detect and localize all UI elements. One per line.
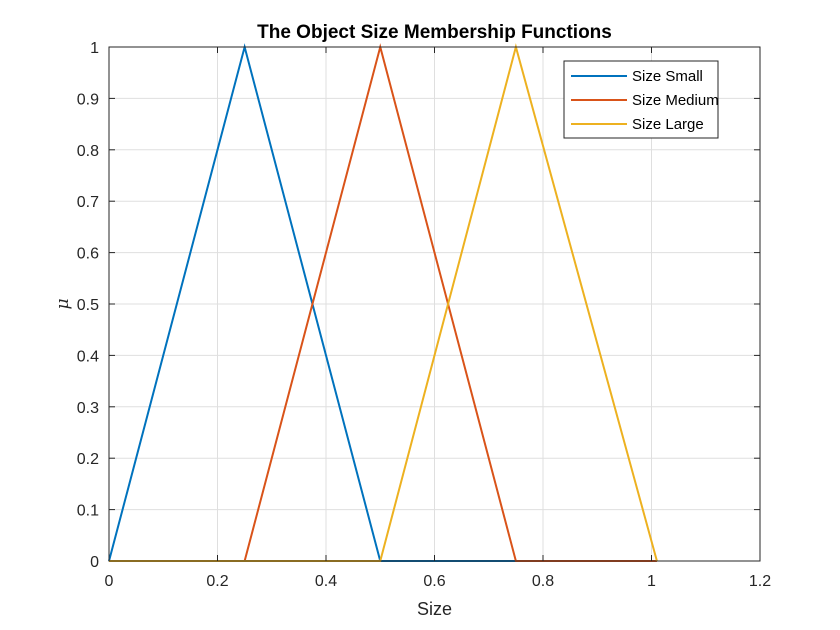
y-tick-label: 0.9 [77, 91, 99, 108]
y-tick-label: 0.1 [77, 503, 99, 520]
x-tick-label: 0.6 [423, 573, 445, 590]
x-tick-label: 0.4 [315, 573, 337, 590]
x-tick-label: 0.2 [206, 573, 228, 590]
y-tick-label: 0.7 [77, 194, 99, 211]
legend-label: Size Large [632, 116, 704, 133]
y-tick-label: 0.8 [77, 143, 99, 160]
legend-label: Size Small [632, 68, 703, 85]
legend-label: Size Medium [632, 92, 719, 109]
y-tick-label: 0.5 [77, 297, 99, 314]
x-ticks: 0 0.2 0.4 0.6 0.8 1 1.2 [105, 47, 771, 590]
y-tick-label: 0.4 [77, 348, 99, 365]
y-axis-label: μ [53, 298, 73, 309]
y-tick-label: 0.6 [77, 246, 99, 263]
chart-title: The Object Size Membership Functions [257, 22, 612, 43]
y-tick-label: 0.2 [77, 451, 99, 468]
x-tick-label: 1 [647, 573, 656, 590]
y-ticks: 0 0.1 0.2 0.3 0.4 0.5 0.6 0.7 0.8 0.9 1 [77, 40, 760, 571]
legend: Size Small Size Medium Size Large [563, 60, 719, 139]
y-tick-label: 0 [90, 554, 99, 571]
x-tick-label: 0.8 [532, 573, 554, 590]
x-tick-label: 0 [105, 573, 114, 590]
x-tick-label: 1.2 [749, 573, 771, 590]
y-tick-label: 0.3 [77, 400, 99, 417]
y-tick-label: 1 [90, 40, 99, 57]
x-axis-label: Size [417, 599, 452, 619]
